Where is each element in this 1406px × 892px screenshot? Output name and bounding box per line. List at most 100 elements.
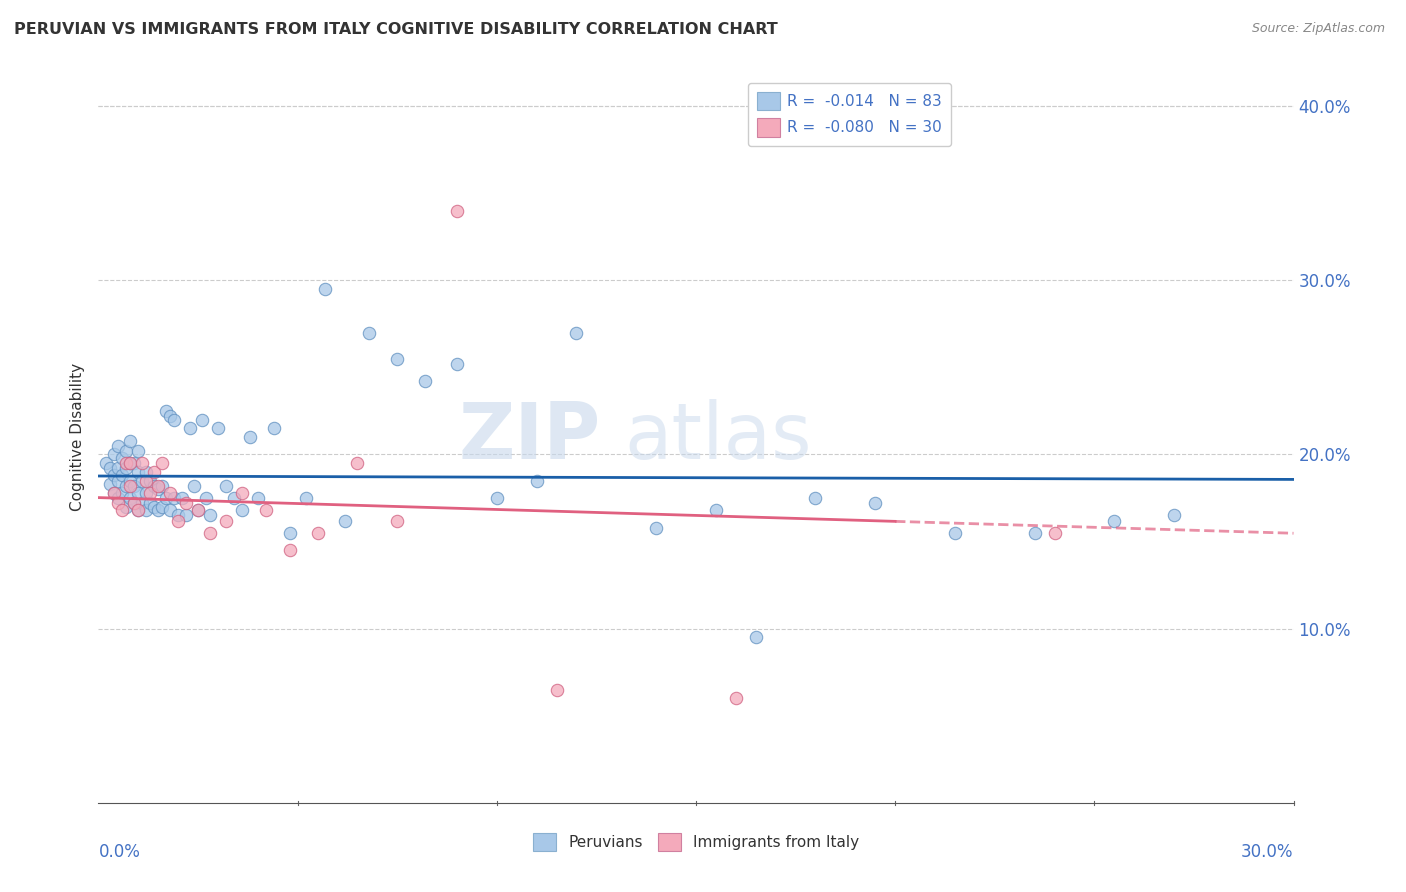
- Point: [263, 421, 285, 435]
- Point: [124, 456, 146, 470]
- Point: [446, 357, 468, 371]
- Point: [96, 456, 118, 470]
- Point: [294, 491, 316, 505]
- Point: [98, 477, 122, 491]
- Point: [174, 496, 197, 510]
- Point: [107, 461, 129, 475]
- Point: [150, 479, 173, 493]
- Text: 30.0%: 30.0%: [1241, 843, 1294, 861]
- Point: [115, 444, 138, 458]
- Point: [1024, 525, 1046, 540]
- Point: [546, 682, 568, 697]
- Point: [195, 491, 218, 505]
- Point: [103, 485, 125, 500]
- Point: [167, 508, 190, 523]
- Point: [111, 485, 134, 500]
- Text: PERUVIAN VS IMMIGRANTS FROM ITALY COGNITIVE DISABILITY CORRELATION CHART: PERUVIAN VS IMMIGRANTS FROM ITALY COGNIT…: [14, 22, 778, 37]
- Point: [207, 421, 229, 435]
- Point: [135, 485, 157, 500]
- Point: [222, 491, 245, 505]
- Point: [1043, 525, 1066, 540]
- Point: [254, 503, 277, 517]
- Text: Source: ZipAtlas.com: Source: ZipAtlas.com: [1251, 22, 1385, 36]
- Point: [278, 525, 301, 540]
- Point: [103, 448, 125, 462]
- Point: [187, 503, 209, 517]
- Point: [385, 351, 409, 366]
- Point: [115, 479, 138, 493]
- Point: [446, 203, 468, 218]
- Point: [565, 326, 588, 340]
- Point: [120, 491, 142, 505]
- Point: [148, 483, 170, 497]
- Point: [127, 465, 149, 479]
- Point: [704, 503, 727, 517]
- Point: [120, 474, 142, 488]
- Point: [159, 503, 181, 517]
- Point: [359, 326, 381, 340]
- Point: [745, 631, 768, 645]
- Point: [215, 479, 238, 493]
- Point: [120, 434, 142, 448]
- Point: [174, 508, 197, 523]
- Point: [804, 491, 827, 505]
- Point: [346, 456, 368, 470]
- Point: [135, 465, 157, 479]
- Point: [485, 491, 508, 505]
- Point: [115, 461, 138, 475]
- Point: [120, 456, 142, 470]
- Point: [385, 514, 409, 528]
- Point: [124, 496, 146, 510]
- Point: [111, 503, 134, 517]
- Point: [131, 474, 153, 488]
- Point: [187, 503, 209, 517]
- Point: [111, 468, 134, 483]
- Point: [127, 444, 149, 458]
- Point: [724, 691, 747, 706]
- Point: [167, 514, 190, 528]
- Point: [150, 500, 173, 514]
- Point: [179, 421, 201, 435]
- Point: [98, 461, 122, 475]
- Point: [107, 491, 129, 505]
- Point: [120, 456, 142, 470]
- Point: [246, 491, 269, 505]
- Point: [107, 496, 129, 510]
- Point: [131, 456, 153, 470]
- Point: [148, 479, 170, 493]
- Point: [107, 474, 129, 488]
- Point: [120, 479, 142, 493]
- Legend: Peruvians, Immigrants from Italy: Peruvians, Immigrants from Italy: [527, 827, 865, 857]
- Point: [155, 491, 177, 505]
- Point: [239, 430, 262, 444]
- Point: [143, 465, 166, 479]
- Point: [191, 412, 214, 426]
- Point: [155, 404, 177, 418]
- Point: [1104, 514, 1126, 528]
- Point: [413, 375, 436, 389]
- Point: [183, 479, 205, 493]
- Point: [645, 521, 668, 535]
- Point: [865, 496, 887, 510]
- Point: [172, 491, 194, 505]
- Y-axis label: Cognitive Disability: Cognitive Disability: [69, 363, 84, 511]
- Point: [1163, 508, 1185, 523]
- Point: [159, 485, 181, 500]
- Point: [198, 508, 221, 523]
- Point: [159, 409, 181, 424]
- Point: [127, 503, 149, 517]
- Point: [231, 503, 253, 517]
- Point: [307, 525, 329, 540]
- Point: [526, 474, 548, 488]
- Point: [103, 485, 125, 500]
- Point: [143, 500, 166, 514]
- Point: [163, 491, 186, 505]
- Point: [163, 412, 186, 426]
- Point: [127, 503, 149, 517]
- Point: [107, 439, 129, 453]
- Point: [335, 514, 357, 528]
- Point: [124, 496, 146, 510]
- Point: [131, 496, 153, 510]
- Point: [148, 503, 170, 517]
- Point: [943, 525, 966, 540]
